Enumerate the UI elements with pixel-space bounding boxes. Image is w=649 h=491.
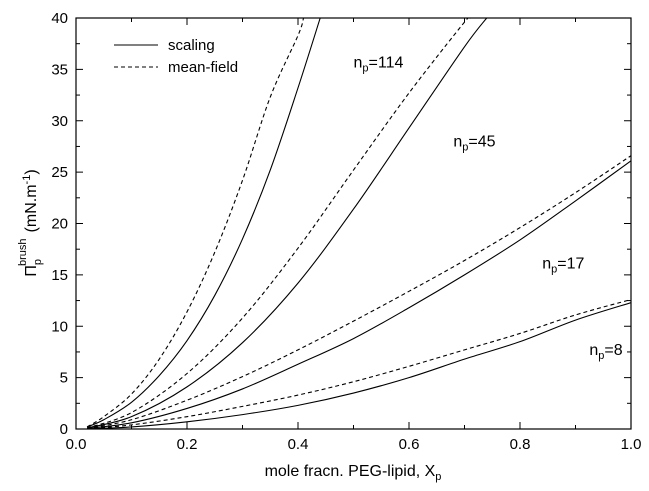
curve-label-np17: np=17	[542, 256, 584, 276]
curve-labels: np=114 np=45 np=17 np=8	[354, 54, 623, 362]
y-axis-label: Πpbrush (mN.m-1)	[17, 169, 44, 276]
plot-area	[75, 17, 632, 430]
y-axis-label-unit-sup: -1	[21, 175, 33, 185]
series-line-np8-scaling	[87, 302, 631, 429]
y-tick-label: 5	[60, 370, 68, 387]
legend: scaling mean-field	[114, 37, 238, 76]
y-axis-label-unit: (mN.m	[23, 184, 40, 232]
series-line-np17-mean-field	[86, 155, 631, 429]
y-tick-label: 0	[60, 421, 68, 438]
series-line-np45-mean-field	[86, 18, 471, 429]
y-tick-label: 10	[51, 318, 68, 335]
curves	[86, 18, 631, 429]
y-tick-label: 25	[51, 164, 68, 181]
y-axis-label-sup: brush	[17, 238, 29, 266]
x-axis-label-main: mole fracn. PEG-lipid, X	[265, 463, 436, 480]
curve-label-np45: np=45	[453, 133, 495, 153]
series-line-np45-scaling	[86, 18, 488, 429]
axis-ticks	[75, 17, 632, 430]
x-tick-label: 0.6	[399, 436, 420, 453]
curve-label-np8: np=8	[589, 342, 622, 362]
x-tick-label: 1.0	[621, 436, 642, 453]
y-axis-label-sub: p	[32, 259, 44, 265]
x-axis-label: mole fracn. PEG-lipid, Xp	[265, 463, 442, 483]
y-tick-label: 30	[51, 113, 68, 130]
x-tick-label: 0.8	[510, 436, 531, 453]
x-axis-label-sub: p	[435, 471, 441, 483]
svg-text:Πpbrush(mN.m-1): Πpbrush (mN.m-1)	[17, 169, 44, 276]
y-tick-label: 40	[51, 10, 68, 27]
x-tick-label: 0.0	[66, 436, 87, 453]
x-tick-label: 0.4	[288, 436, 309, 453]
y-tick-label: 20	[51, 216, 68, 233]
y-axis-label-unit-close: )	[23, 169, 40, 174]
tick-labels: 0.0 0.2 0.4 0.6 0.8 1.0 0 5 10 15 20 25 30 35 40	[51, 10, 641, 453]
y-tick-label: 15	[51, 267, 68, 284]
curve-label-np114: np=114	[354, 54, 404, 74]
series-line-np17-scaling	[87, 160, 631, 429]
x-tick-label: 0.2	[177, 436, 198, 453]
y-axis-label-main: Π	[23, 265, 40, 277]
legend-label-mean-field: mean-field	[168, 59, 238, 76]
series-line-np114-mean-field	[86, 18, 305, 428]
legend-label-scaling: scaling	[168, 37, 215, 54]
series-line-np114-scaling	[86, 18, 321, 428]
y-tick-label: 35	[51, 61, 68, 78]
